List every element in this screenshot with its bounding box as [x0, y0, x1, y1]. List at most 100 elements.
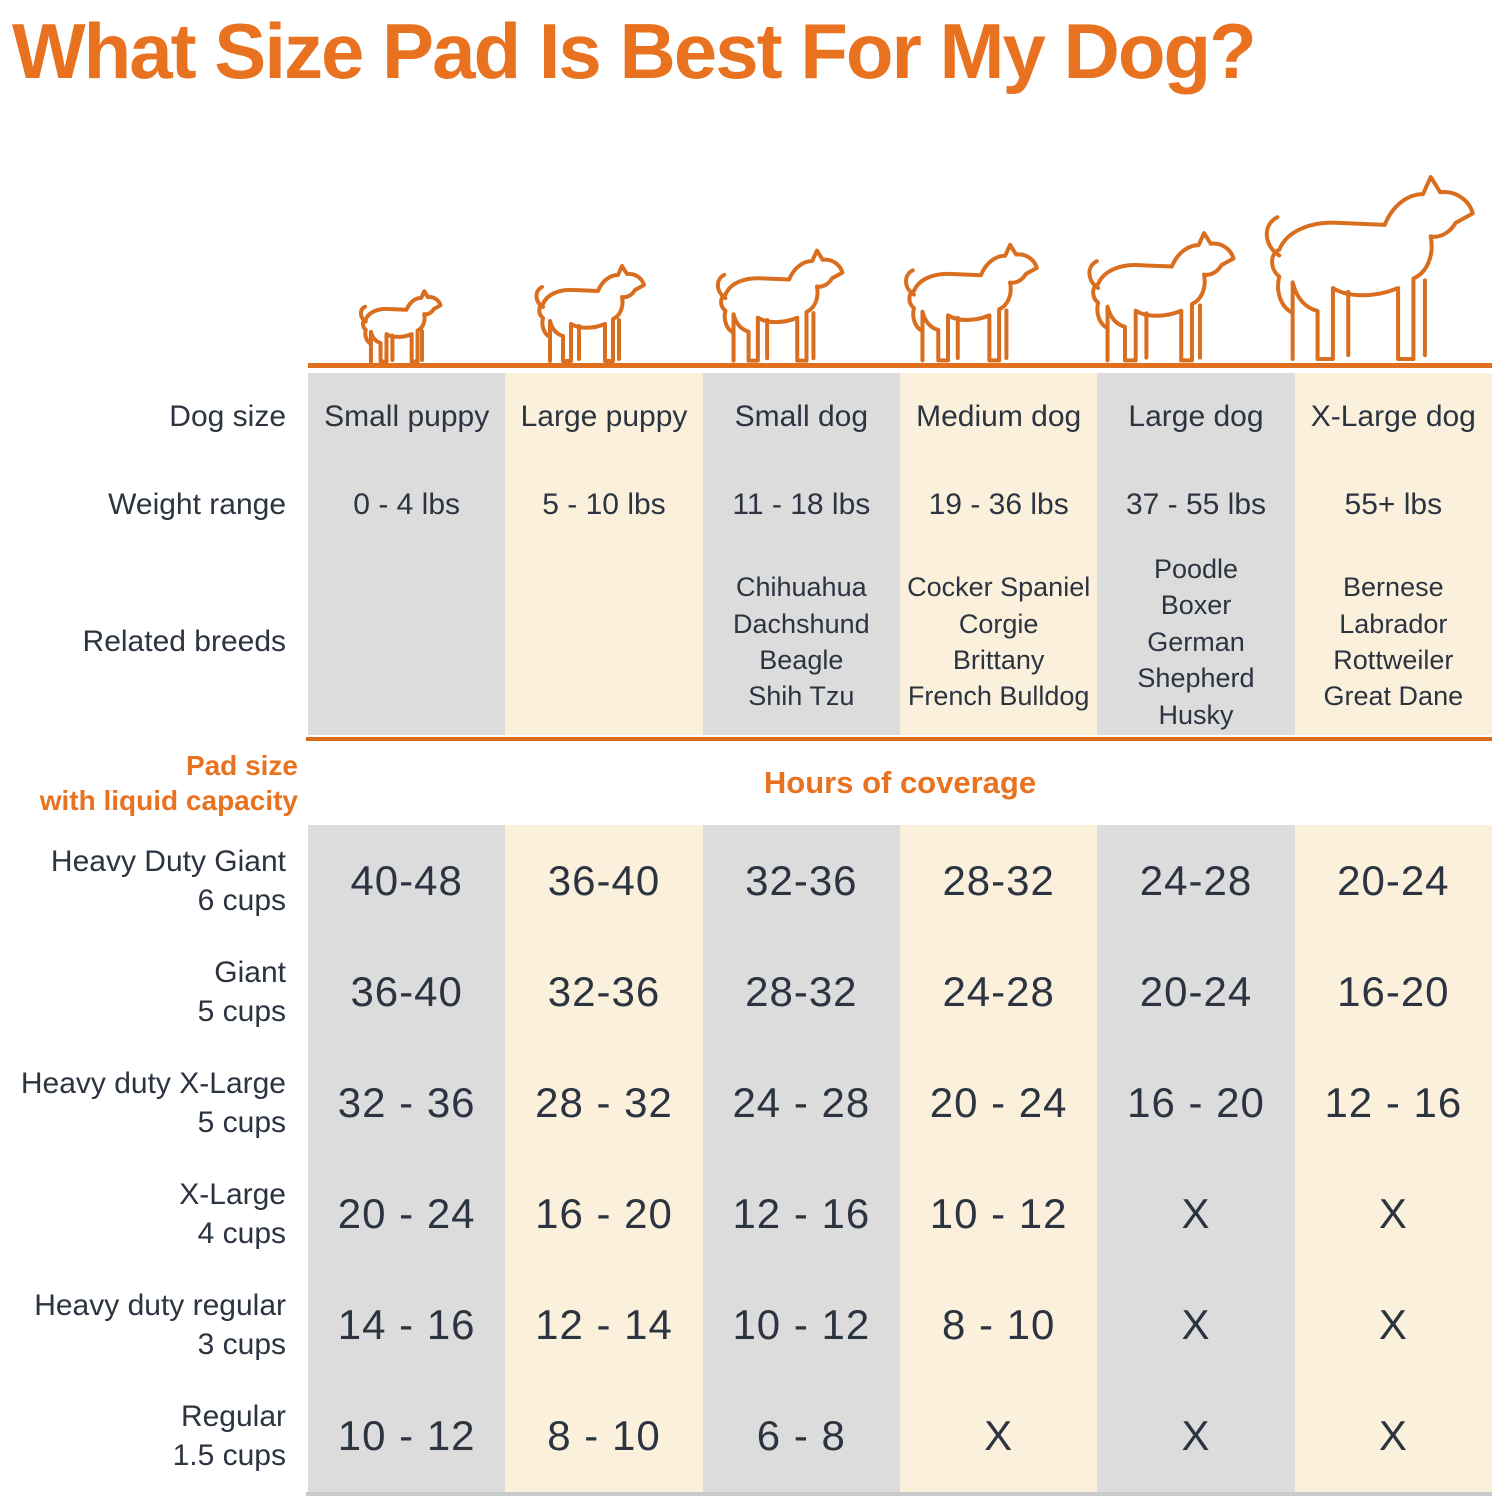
- pad-size-section-label: Pad size with liquid capacity: [0, 741, 308, 825]
- coverage-cell: 24-28: [899, 936, 1098, 1048]
- col-header-large-puppy: Large puppy: [505, 373, 703, 461]
- breed-item: Brittany: [952, 645, 1045, 675]
- pad-name: Heavy duty regular: [34, 1289, 286, 1323]
- dog-icon: [1086, 229, 1247, 363]
- breed-item: Great Dane: [1323, 681, 1464, 712]
- coverage-cell: 24 - 28: [702, 1047, 900, 1159]
- breeds-cell-empty: [308, 549, 506, 735]
- col-header-small-puppy: Small puppy: [308, 373, 506, 461]
- coverage-table: Heavy Duty Giant 6 cups 40-48 36-40 32-3…: [0, 825, 1492, 1492]
- section-divider-line: [306, 737, 1492, 741]
- coverage-cell: 14 - 16: [308, 1269, 506, 1381]
- pad-row-label: Heavy duty regular 3 cups: [0, 1270, 308, 1381]
- weight-cell: 11 - 18 lbs: [702, 461, 900, 549]
- coverage-cell: X: [1097, 1158, 1295, 1270]
- coverage-cell: X: [1294, 1158, 1492, 1270]
- coverage-cell: 32-36: [702, 825, 900, 937]
- breed-item: French Bulldog: [907, 681, 1090, 712]
- pad-capacity: 1.5 cups: [172, 1439, 286, 1473]
- pad-size-label-line1: Pad size: [185, 750, 298, 781]
- coverage-cell: 10 - 12: [308, 1380, 506, 1492]
- col-header-medium-dog: Medium dog: [899, 373, 1098, 461]
- hours-of-coverage-header: Hours of coverage: [763, 765, 1037, 800]
- weight-cell: 37 - 55 lbs: [1097, 461, 1295, 549]
- coverage-cell: 36-40: [505, 825, 703, 937]
- pad-capacity: 5 cups: [197, 994, 286, 1028]
- dogs-row-spacer: [0, 130, 308, 368]
- coverage-cell: 10 - 12: [702, 1269, 900, 1381]
- coverage-cell: 20-24: [1294, 825, 1492, 937]
- breed-item: Rottweiler: [1333, 645, 1454, 675]
- col-header-small-dog: Small dog: [702, 373, 900, 461]
- coverage-cell: 16 - 20: [1097, 1047, 1295, 1159]
- coverage-cell: 8 - 10: [505, 1380, 703, 1492]
- pad-size-label-line2: with liquid capacity: [39, 785, 298, 816]
- coverage-cell: 24-28: [1097, 825, 1295, 937]
- dog-info-table: Dog size Small puppy Large puppy Small d…: [0, 373, 1492, 735]
- coverage-cell: X: [899, 1380, 1098, 1492]
- dog-illustration-x-large-dog: [1262, 130, 1492, 368]
- coverage-cell: 28 - 32: [505, 1047, 703, 1159]
- weight-cell: 19 - 36 lbs: [899, 461, 1098, 549]
- coverage-cell: 12 - 14: [505, 1269, 703, 1381]
- coverage-cell: 28-32: [702, 936, 900, 1048]
- breed-item: Chihuahua: [736, 572, 867, 603]
- breed-item: Poodle: [1153, 553, 1239, 584]
- page-title: What Size Pad Is Best For My Dog?: [12, 7, 1257, 95]
- weight-cell: 55+ lbs: [1294, 461, 1492, 549]
- pad-name: Heavy duty X-Large: [20, 1066, 286, 1100]
- breeds-cell: Cocker Spaniel Corgie Brittany French Bu…: [899, 549, 1098, 735]
- coverage-cell: X: [1097, 1269, 1295, 1381]
- row-label-related-breeds: Related breeds: [82, 625, 286, 658]
- coverage-cell: 28-32: [899, 825, 1098, 937]
- breed-item: Cocker Spaniel: [907, 572, 1091, 603]
- dog-icon: [903, 241, 1049, 363]
- breeds-cell: Chihuahua Dachshund Beagle Shih Tzu: [702, 549, 900, 735]
- coverage-cell: X: [1097, 1380, 1295, 1492]
- dog-illustration-medium-dog: [880, 130, 1072, 368]
- coverage-cell: 40-48: [308, 825, 506, 937]
- breed-item: Boxer: [1160, 590, 1232, 621]
- breeds-cell: Poodle Boxer German Shepherd Husky: [1097, 549, 1295, 735]
- dog-icon: [715, 247, 854, 363]
- pad-row-label: Heavy duty X-Large 5 cups: [0, 1047, 308, 1158]
- coverage-cell: 12 - 16: [702, 1158, 900, 1270]
- breed-item: Labrador: [1339, 608, 1448, 639]
- table-bottom-line: [306, 1492, 1492, 1496]
- weight-cell: 5 - 10 lbs: [505, 461, 703, 549]
- breed-item: Shih Tzu: [748, 681, 855, 712]
- pad-row-label: X-Large 4 cups: [0, 1158, 308, 1269]
- breed-item: Husky: [1158, 699, 1234, 730]
- dog-illustration-small-dog: [689, 130, 881, 368]
- dog-icon: [359, 289, 442, 363]
- coverage-cell: 20 - 24: [308, 1158, 506, 1270]
- coverage-header-band: Pad size with liquid capacity Hours of c…: [0, 741, 1492, 825]
- dog-illustrations-row: [0, 130, 1492, 368]
- coverage-cell: 6 - 8: [702, 1380, 900, 1492]
- row-label-dog-size: Dog size: [169, 400, 286, 433]
- pad-name: Giant: [214, 955, 286, 989]
- coverage-cell: 36-40: [308, 936, 506, 1048]
- coverage-cell: X: [1294, 1269, 1492, 1381]
- breeds-cell: Bernese Labrador Rottweiler Great Dane: [1294, 549, 1492, 735]
- dog-illustration-small-puppy: [308, 130, 499, 368]
- dog-icon: [534, 264, 647, 363]
- dog-illustration-large-dog: [1071, 130, 1262, 368]
- coverage-cell: 16 - 20: [505, 1158, 703, 1270]
- row-label-weight-range: Weight range: [108, 488, 286, 521]
- breed-item: Beagle: [759, 645, 844, 675]
- pad-row-label: Heavy Duty Giant 6 cups: [0, 825, 308, 936]
- weight-cell: 0 - 4 lbs: [308, 461, 506, 549]
- coverage-cell: 12 - 16: [1294, 1047, 1492, 1159]
- breed-item: Bernese: [1343, 572, 1444, 603]
- pad-name: X-Large: [179, 1178, 286, 1212]
- coverage-cell: 20 - 24: [899, 1047, 1098, 1159]
- pad-capacity: 3 cups: [197, 1328, 286, 1362]
- pad-capacity: 4 cups: [197, 1217, 286, 1251]
- coverage-cell: X: [1294, 1380, 1492, 1492]
- coverage-cell: 32 - 36: [308, 1047, 506, 1159]
- col-header-large-dog: Large dog: [1097, 373, 1295, 461]
- breed-item: Dachshund: [733, 608, 870, 639]
- pad-capacity: 5 cups: [197, 1105, 286, 1139]
